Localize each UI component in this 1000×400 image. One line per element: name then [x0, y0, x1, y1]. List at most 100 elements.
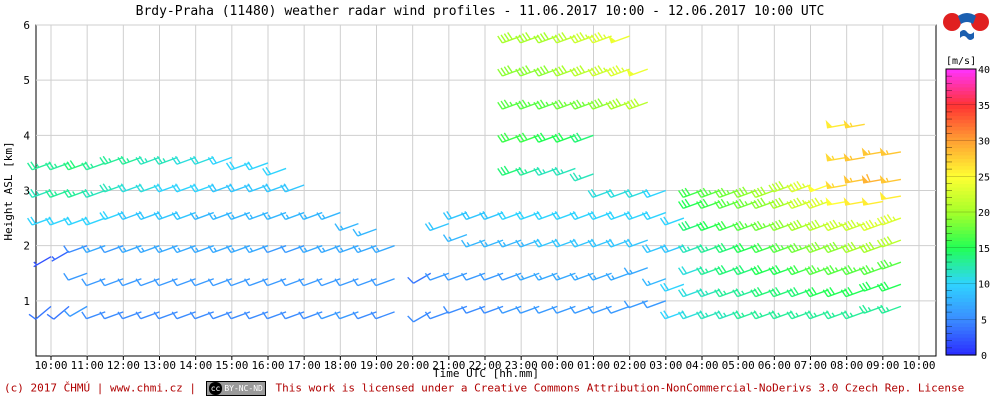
barb-full-tick	[840, 289, 847, 298]
barb-full-tick	[775, 220, 781, 229]
wind-barb	[678, 220, 703, 232]
wind-barb	[479, 210, 504, 221]
barb-staff	[194, 311, 214, 320]
barb-full-tick	[84, 188, 91, 197]
barb-half-tick	[340, 247, 344, 252]
wind-barb	[442, 233, 468, 243]
wind-barb	[262, 183, 287, 193]
barb-full-tick	[554, 100, 561, 109]
x-tick-label: 21:00	[432, 359, 465, 372]
barb-full-tick	[171, 245, 178, 253]
barb-pennant	[861, 175, 869, 183]
wind-barb	[424, 272, 450, 281]
barb-full-tick	[156, 155, 163, 164]
barb-full-tick	[850, 241, 857, 250]
barb-full-tick	[558, 66, 564, 74]
barb-full-tick	[768, 245, 775, 253]
colorbar-band	[946, 115, 976, 120]
barb-half-tick	[611, 275, 615, 280]
barb-full-tick	[576, 66, 582, 74]
barb-full-tick	[244, 311, 250, 320]
barb-full-tick	[572, 133, 579, 142]
barb-full-tick	[786, 184, 793, 193]
colorbar-band	[946, 165, 976, 170]
colorbar-band	[946, 122, 976, 127]
colorbar-band	[946, 201, 976, 206]
x-tick-label: 03:00	[649, 359, 682, 372]
barb-full-tick	[225, 162, 232, 171]
wind-barb	[515, 132, 540, 143]
barb-full-tick	[825, 266, 832, 274]
wind-barb	[843, 119, 865, 129]
barb-full-tick	[63, 309, 71, 317]
barb-full-tick	[822, 311, 829, 320]
barb-full-tick	[615, 98, 622, 106]
barb-full-tick	[515, 134, 522, 143]
barb-half-tick	[520, 275, 525, 280]
wind-barb	[825, 197, 847, 206]
wind-barb	[569, 132, 594, 143]
wind-barb	[497, 99, 522, 110]
wind-barb	[732, 220, 757, 232]
wind-barb	[81, 216, 106, 226]
barb-full-tick	[515, 272, 522, 281]
barb-full-tick	[69, 160, 76, 168]
wind-barb	[659, 244, 685, 254]
barb-full-tick	[407, 315, 414, 323]
wind-barb	[858, 281, 884, 292]
barb-full-tick	[334, 245, 341, 253]
chmi-logo-icon	[943, 13, 989, 40]
barb-full-tick	[247, 161, 254, 169]
barb-full-tick	[804, 223, 811, 231]
barb-full-tick	[735, 199, 742, 208]
barb-full-tick	[189, 184, 196, 193]
barb-pennant	[879, 147, 887, 156]
barb-full-tick	[536, 34, 543, 43]
barb-full-tick	[561, 65, 568, 73]
barb-staff	[863, 200, 883, 206]
barb-pennant	[807, 184, 816, 192]
wind-barb	[714, 242, 739, 254]
license-link[interactable]: This work is licensed under a Creative C…	[275, 381, 965, 395]
barb-half-tick	[831, 155, 835, 160]
colorbar-frame	[945, 68, 977, 356]
barb-full-tick	[533, 134, 540, 143]
wind-barb	[714, 198, 739, 210]
barb-full-tick	[793, 198, 799, 207]
barb-full-tick	[48, 188, 55, 197]
barb-full-tick	[558, 99, 564, 108]
barb-full-tick	[507, 65, 513, 73]
barb-full-tick	[807, 288, 814, 296]
barb-full-tick	[714, 289, 720, 298]
barb-pennant	[843, 152, 851, 161]
wind-barb	[189, 245, 214, 254]
wind-barb	[843, 175, 865, 184]
wind-barb	[768, 287, 793, 298]
barb-half-tick	[159, 247, 163, 252]
barb-half-tick	[177, 247, 181, 252]
wind-barb	[334, 222, 359, 232]
barb-full-tick	[138, 155, 145, 164]
wind-barb	[171, 210, 196, 221]
wind-barb	[225, 245, 251, 254]
barb-full-tick	[590, 188, 597, 197]
barb-full-tick	[515, 239, 522, 248]
barb-full-tick	[280, 311, 286, 320]
barb-staff	[285, 311, 305, 320]
barb-full-tick	[594, 99, 600, 108]
barb-half-tick	[195, 247, 199, 252]
wind-barb	[207, 311, 233, 320]
barb-full-tick	[518, 133, 525, 142]
barb-half-tick	[593, 275, 597, 280]
wind-barb	[804, 287, 829, 298]
barb-full-tick	[28, 313, 37, 320]
barb-full-tick	[497, 35, 503, 44]
barb-half-tick	[726, 189, 730, 195]
barb-full-tick	[866, 173, 871, 183]
wind-barb	[171, 311, 196, 320]
wind-barb	[623, 188, 648, 198]
barb-full-tick	[352, 278, 359, 286]
barb-half-tick	[358, 247, 362, 252]
cc-license-badge[interactable]: cc BY-NC-ND	[205, 381, 266, 396]
barb-full-tick	[536, 210, 543, 219]
